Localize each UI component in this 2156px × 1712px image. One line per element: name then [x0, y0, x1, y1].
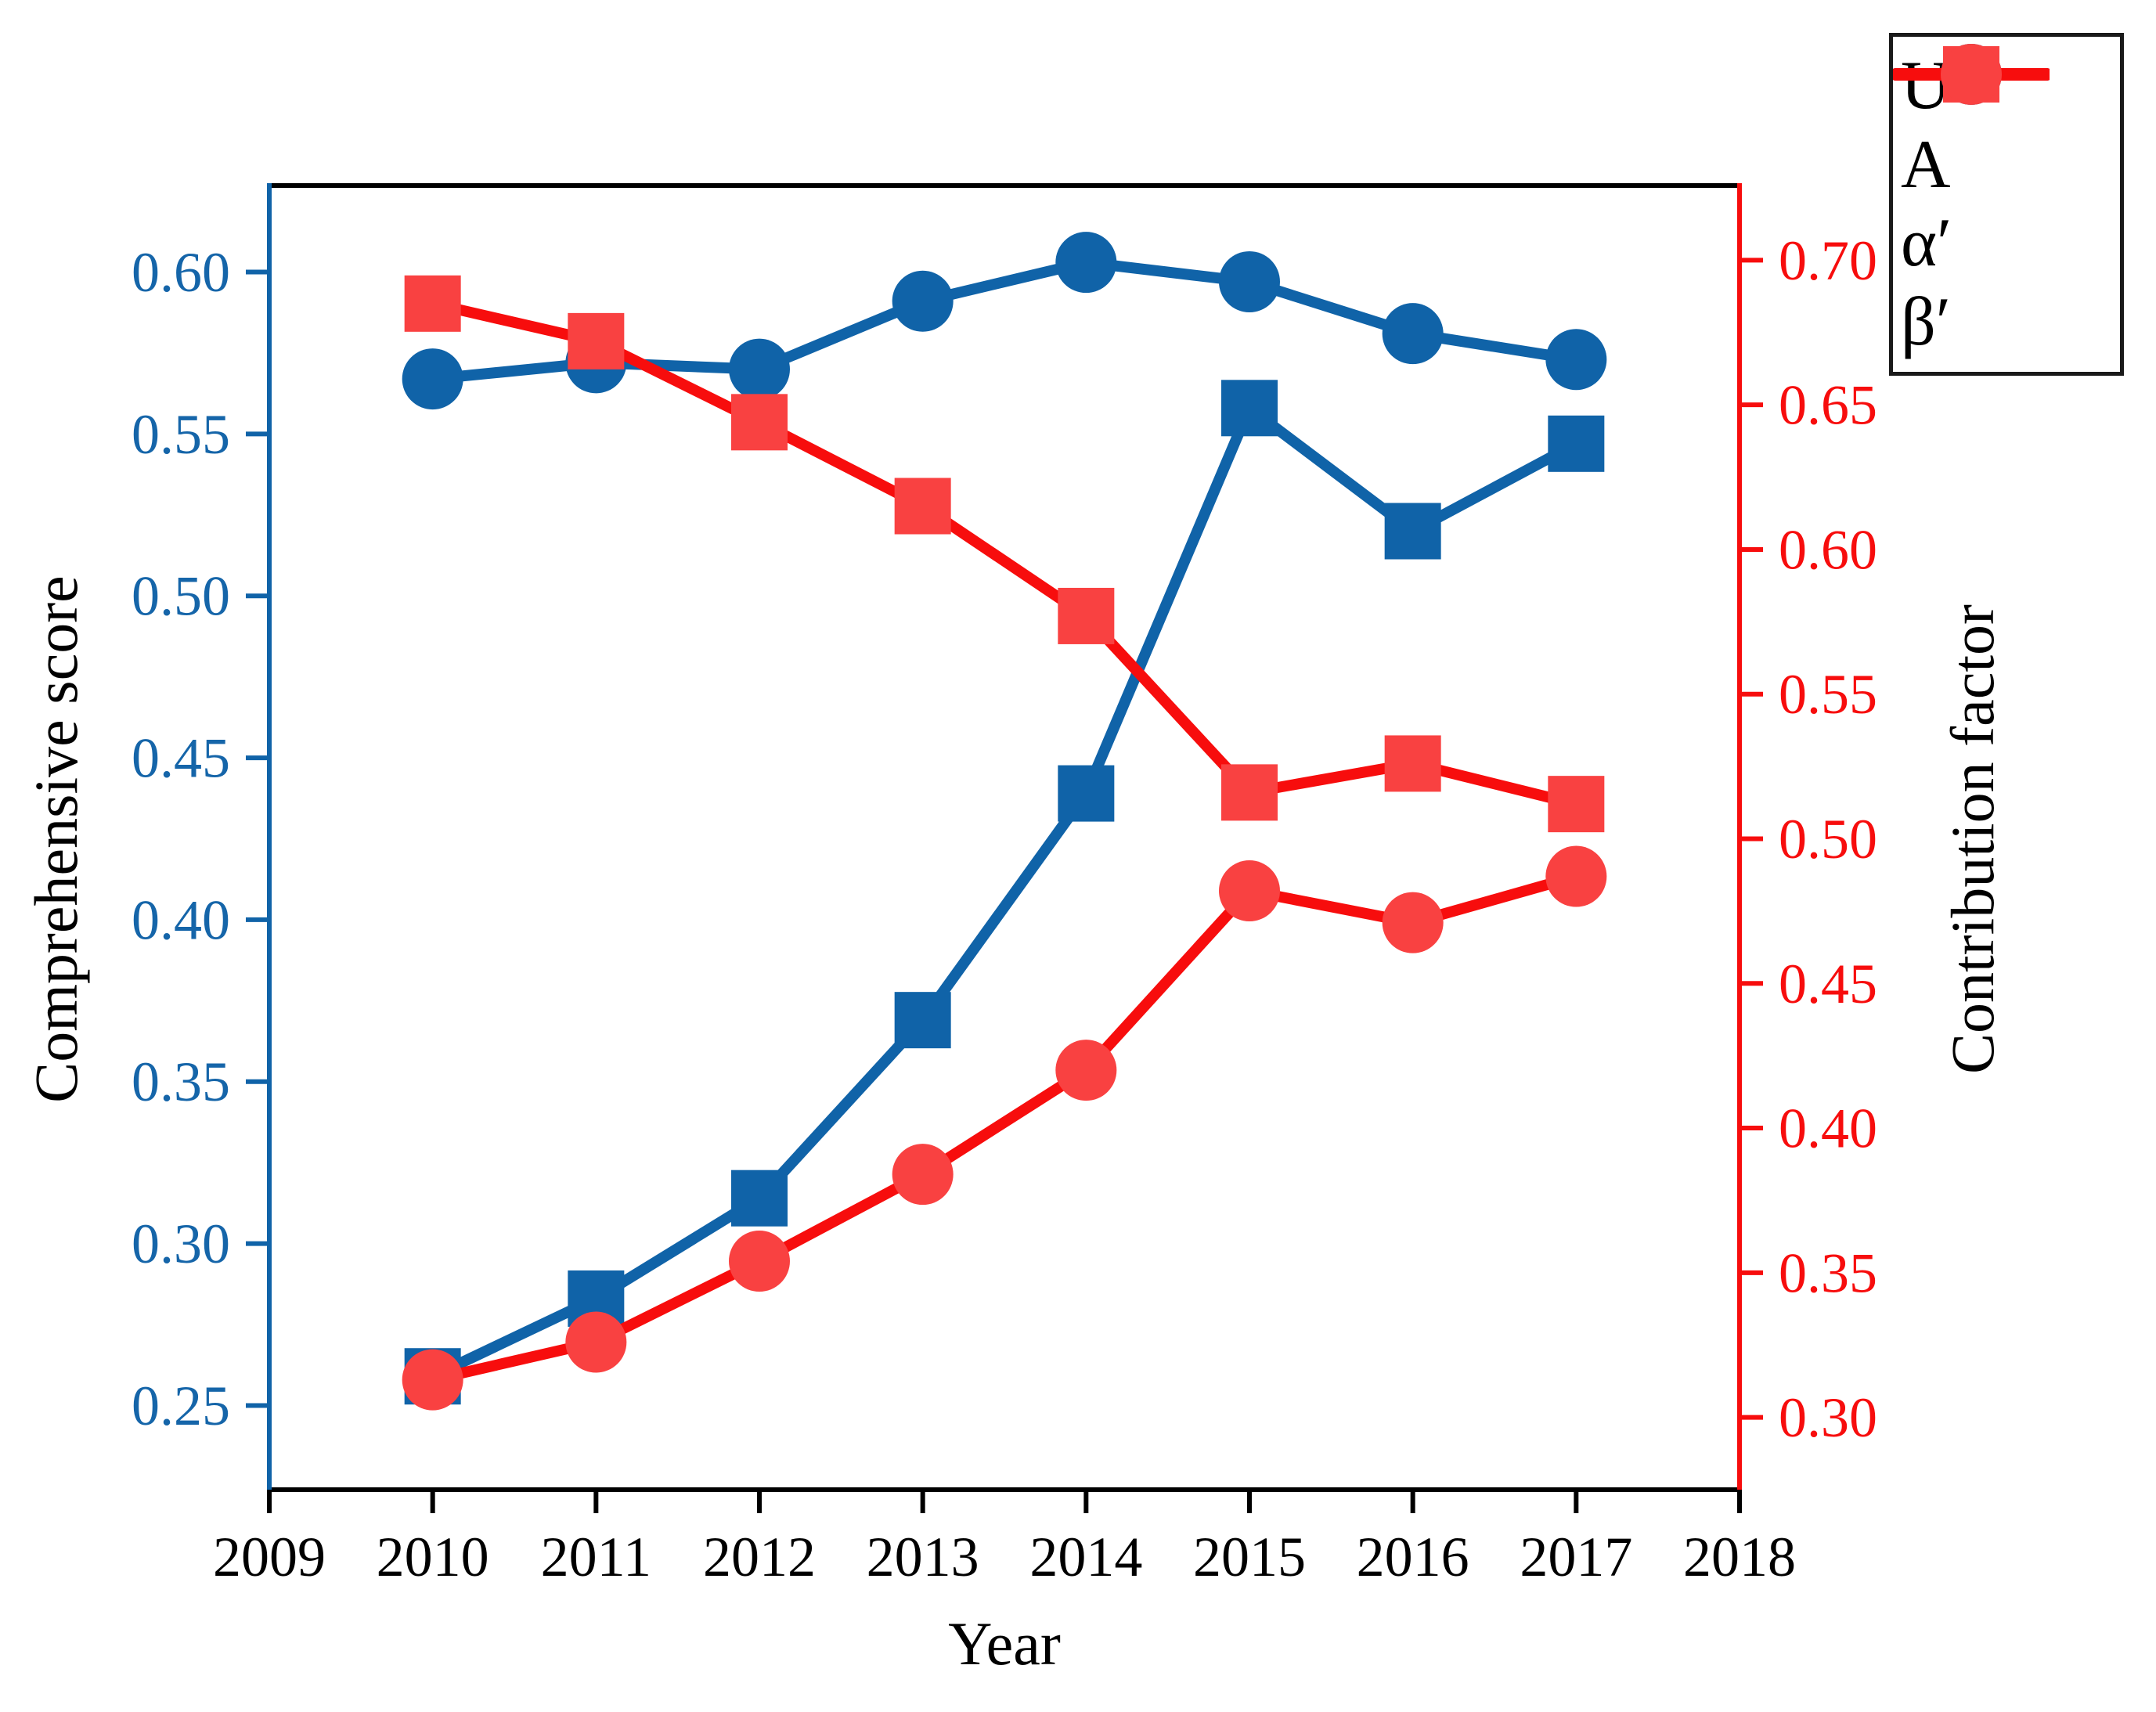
data-point-square: [1058, 587, 1115, 644]
y-axis-left-tick-label: 0.55: [132, 403, 230, 466]
data-point-square: [1221, 380, 1278, 437]
data-point-square: [568, 312, 625, 369]
data-point-circle: [1545, 329, 1607, 391]
data-point-circle: [729, 338, 790, 400]
y-axis-left-tick-label: 0.60: [132, 241, 230, 304]
x-axis-tick-label: 2014: [1029, 1526, 1142, 1588]
data-point-square: [894, 992, 951, 1049]
y-axis-right-tick-label: 0.70: [1779, 229, 1877, 292]
legend-marker-circle-icon: [1941, 44, 2002, 105]
data-point-circle: [892, 1144, 954, 1206]
y-axis-right-tick-label: 0.45: [1779, 953, 1877, 1015]
x-axis-tick-label: 2013: [867, 1526, 979, 1588]
legend: U A α′ β′: [1889, 33, 2124, 376]
y-axis-right-tick-label: 0.55: [1779, 663, 1877, 726]
legend-label: A: [1901, 126, 1951, 203]
x-axis-tick-label: 2015: [1193, 1526, 1306, 1588]
y-axis-right-tick-label: 0.35: [1779, 1242, 1877, 1304]
legend-item-alpha-prime: α′: [1893, 46, 2120, 282]
y-axis-left-tick-label: 0.50: [132, 565, 230, 628]
y-axis-right-tick-label: 0.50: [1779, 808, 1877, 870]
y-axis-right-tick-label: 0.65: [1779, 374, 1877, 437]
legend-item-A: A: [1893, 44, 2120, 203]
data-point-square: [1221, 764, 1278, 821]
y-axis-left-tick-label: 0.45: [132, 727, 230, 790]
y-axis-right-tick-label: 0.60: [1779, 518, 1877, 581]
y-axis-left-tick-label: 0.25: [132, 1375, 230, 1437]
y-axis-title-right: Contribution factor: [1938, 604, 2006, 1075]
y-axis-title-left: Comprehensive score: [22, 575, 90, 1103]
x-axis-tick-label: 2018: [1683, 1526, 1796, 1588]
legend-label: U: [1901, 47, 1951, 124]
y-axis-right-tick-label: 0.30: [1779, 1386, 1877, 1449]
data-point-square: [1058, 765, 1115, 822]
data-point-circle: [402, 348, 463, 410]
x-axis-tick-label: 2011: [541, 1526, 651, 1588]
data-point-circle: [1382, 892, 1444, 953]
legend-label: β′: [1901, 284, 1952, 361]
x-axis-tick-label: 2016: [1357, 1526, 1469, 1588]
data-point-square: [731, 394, 788, 451]
y-axis-left-tick-label: 0.40: [132, 888, 230, 951]
data-point-square: [404, 275, 461, 332]
legend-item-beta-prime: β′: [1893, 44, 2120, 361]
x-axis-title: Year: [948, 1609, 1061, 1678]
data-point-circle: [1219, 250, 1280, 312]
data-point-circle: [1219, 860, 1280, 922]
legend-label: α′: [1901, 205, 1952, 282]
y-axis-right-tick-label: 0.40: [1779, 1097, 1877, 1160]
x-axis-tick-label: 2010: [377, 1526, 489, 1588]
data-point-square: [894, 478, 951, 535]
x-axis-tick-label: 2012: [703, 1526, 816, 1588]
data-point-square: [1548, 776, 1605, 833]
data-point-square: [1548, 415, 1605, 472]
y-axis-left-tick-label: 0.35: [132, 1051, 230, 1113]
data-point-circle: [1055, 1040, 1117, 1101]
data-point-circle: [402, 1349, 463, 1411]
data-point-square: [1384, 503, 1441, 560]
data-point-square: [1384, 735, 1441, 792]
data-point-circle: [1055, 232, 1117, 294]
legend-key-red-circle-icon: [1893, 44, 2050, 105]
data-point-circle: [729, 1231, 790, 1292]
data-point-circle: [892, 270, 954, 332]
y-axis-left-tick-label: 0.30: [132, 1213, 230, 1275]
data-point-square: [731, 1170, 788, 1227]
data-point-circle: [1545, 845, 1607, 907]
data-point-circle: [1382, 303, 1444, 365]
data-point-circle: [565, 1311, 627, 1373]
x-axis-tick-label: 2017: [1520, 1526, 1632, 1588]
x-axis-tick-label: 2009: [213, 1526, 326, 1588]
